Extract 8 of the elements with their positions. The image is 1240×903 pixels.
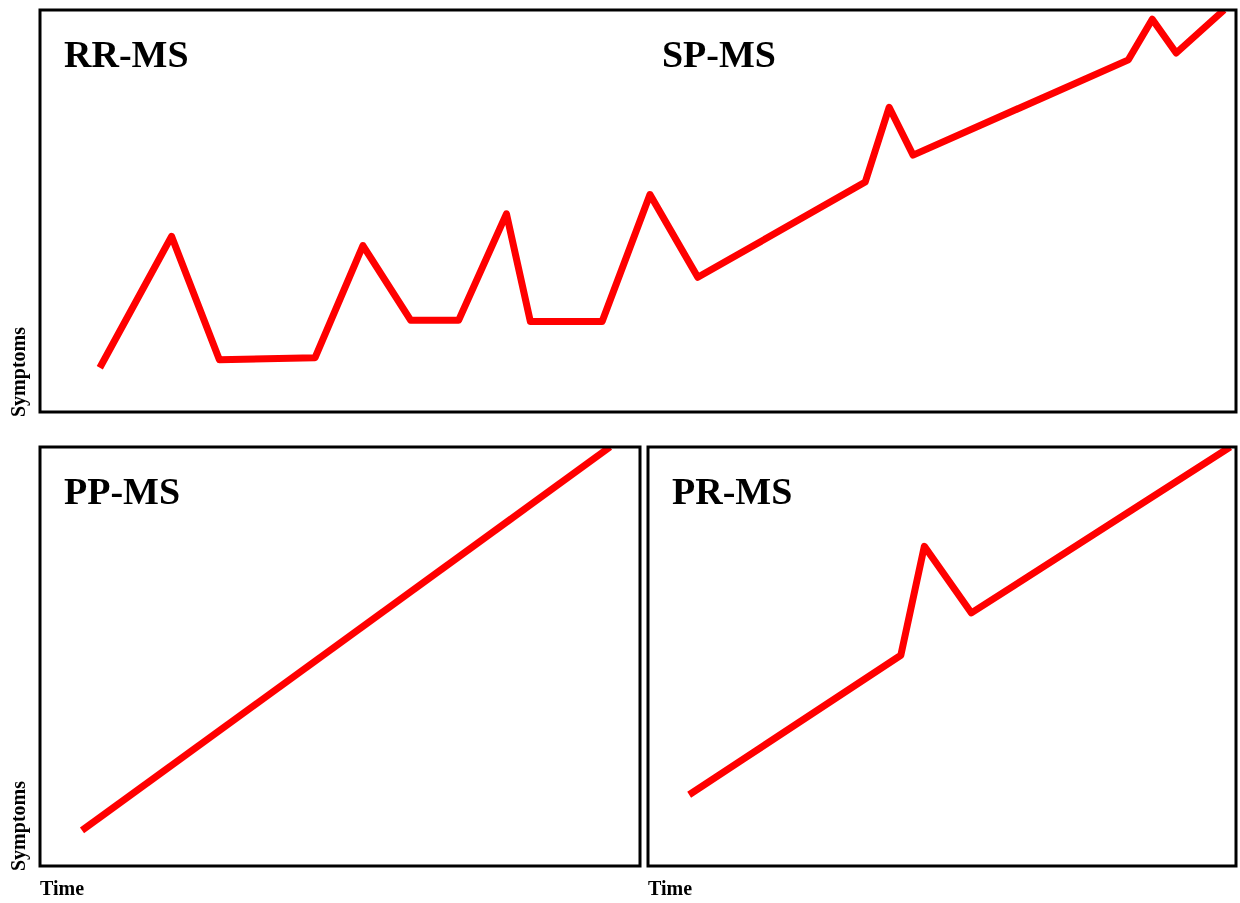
x-axis-title: Time	[648, 877, 693, 900]
text: PP-MS	[64, 469, 181, 512]
annotation: SP-MS	[661, 32, 776, 75]
x-axis-title: Time	[40, 877, 85, 900]
y-axis-title: Symptoms	[7, 780, 31, 872]
text: RR-MS	[64, 32, 189, 75]
text: PR-MS	[672, 469, 793, 512]
y-axis-title: Symptoms	[7, 326, 31, 418]
